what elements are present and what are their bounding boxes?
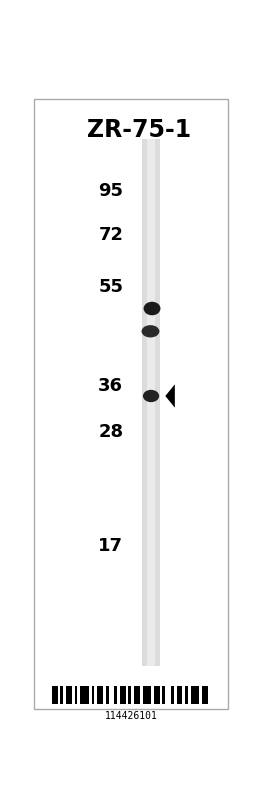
Text: 72: 72 <box>98 226 123 243</box>
Bar <box>142 139 161 666</box>
Bar <box>106 686 109 704</box>
Bar <box>74 686 77 704</box>
Bar <box>128 686 131 704</box>
Bar <box>120 686 125 704</box>
Bar <box>177 686 182 704</box>
Text: ZR-75-1: ZR-75-1 <box>87 118 191 142</box>
Ellipse shape <box>142 325 159 338</box>
Polygon shape <box>165 384 175 408</box>
Bar <box>143 686 151 704</box>
Bar <box>92 686 94 704</box>
Text: 36: 36 <box>98 377 123 394</box>
Bar <box>134 686 140 704</box>
Bar <box>191 686 199 704</box>
Bar <box>162 686 165 704</box>
Bar <box>80 686 89 704</box>
Text: 114426101: 114426101 <box>105 711 158 722</box>
Text: 28: 28 <box>98 422 123 441</box>
Text: 95: 95 <box>98 182 123 201</box>
Bar <box>202 686 208 704</box>
Bar <box>66 686 72 704</box>
Bar <box>60 686 63 704</box>
Ellipse shape <box>143 390 159 402</box>
Text: 55: 55 <box>98 278 123 296</box>
Bar <box>147 139 155 666</box>
Bar <box>97 686 103 704</box>
Bar <box>114 686 117 704</box>
Bar <box>154 686 159 704</box>
Ellipse shape <box>144 302 161 315</box>
Bar <box>52 686 58 704</box>
Text: 17: 17 <box>98 537 123 554</box>
Bar <box>185 686 188 704</box>
Bar <box>171 686 174 704</box>
